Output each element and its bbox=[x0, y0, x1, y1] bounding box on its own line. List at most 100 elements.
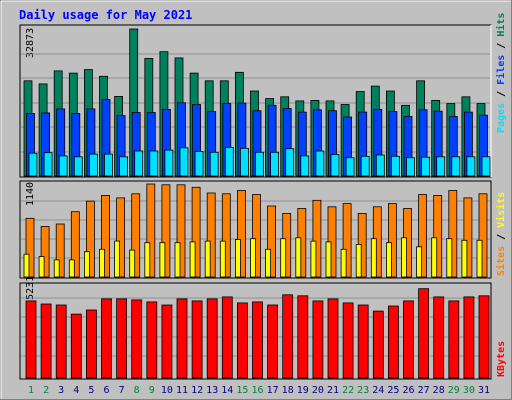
visits-bar bbox=[174, 242, 181, 278]
day-tick-label: 25 bbox=[387, 385, 399, 396]
pages-bar bbox=[375, 154, 385, 177]
legend-files: Files bbox=[495, 55, 507, 85]
sites-bar bbox=[70, 211, 80, 278]
visits-bar bbox=[446, 238, 453, 278]
pages-bar bbox=[255, 151, 264, 177]
sites-bar bbox=[161, 184, 171, 278]
kbytes-bar bbox=[191, 300, 203, 379]
pages-bar bbox=[43, 152, 53, 177]
day-tick-label: 14 bbox=[221, 385, 233, 396]
pages-bar bbox=[436, 156, 446, 177]
legend-bottom: KBytes bbox=[496, 341, 507, 377]
visits-bar bbox=[355, 243, 362, 278]
visits-bar bbox=[265, 248, 272, 278]
pages-bar bbox=[360, 155, 370, 177]
kbytes-bar bbox=[342, 302, 354, 379]
visits-bar bbox=[114, 240, 120, 278]
day-tick-label: 21 bbox=[327, 385, 339, 396]
visits-bar bbox=[68, 259, 75, 278]
day-tick-label: 29 bbox=[448, 385, 460, 396]
kbytes-bar bbox=[131, 299, 143, 379]
day-tick-label: 5 bbox=[88, 385, 94, 396]
day-tick-label: 3 bbox=[58, 385, 64, 396]
pages-bar bbox=[421, 156, 431, 177]
pages-bar bbox=[406, 157, 415, 177]
kbytes-bar bbox=[297, 295, 309, 379]
day-tick-label: 15 bbox=[236, 385, 248, 396]
day-tick-label: 30 bbox=[463, 385, 475, 396]
pages-bar bbox=[315, 150, 325, 177]
kbytes-bar bbox=[86, 309, 97, 379]
kbytes-bar bbox=[206, 298, 218, 379]
kbytes-bar bbox=[176, 298, 188, 379]
day-tick-label: 18 bbox=[282, 385, 294, 396]
sites-bar bbox=[267, 205, 277, 278]
visits-bar bbox=[84, 251, 90, 278]
visits-bar bbox=[53, 259, 60, 278]
kbytes-bar bbox=[40, 303, 52, 379]
kbytes-bar bbox=[312, 300, 324, 379]
legend-kbytes: KBytes bbox=[496, 341, 507, 377]
day-labels: 1 2 3 4 5 6 7 8 9 10 11 12 13 14 15 16 17 18 19 20 21 22 23 24 2… bbox=[28, 385, 490, 396]
kbytes-bar bbox=[252, 301, 263, 379]
sites-bar bbox=[478, 193, 488, 278]
pages-bar bbox=[104, 153, 113, 177]
sites-bar bbox=[252, 194, 261, 278]
legend-sep: / bbox=[496, 37, 507, 55]
kbytes-bar bbox=[25, 300, 37, 379]
kbytes-bar bbox=[463, 296, 475, 379]
pages-bar bbox=[330, 154, 340, 177]
kbytes-bar bbox=[418, 288, 430, 379]
day-tick-label: 31 bbox=[478, 385, 490, 396]
kbytes-bar bbox=[116, 298, 127, 379]
kbytes-bar bbox=[161, 304, 173, 379]
visits-bar bbox=[461, 239, 468, 278]
visits-bar bbox=[250, 238, 256, 278]
day-tick-label: 7 bbox=[119, 385, 125, 396]
day-tick-label: 9 bbox=[149, 385, 155, 396]
kbytes-bar bbox=[478, 295, 490, 379]
kbytes-bar bbox=[403, 300, 414, 379]
pages-bar bbox=[285, 148, 295, 177]
y-max-label-sites: 1140 bbox=[25, 182, 36, 206]
visits-bar bbox=[416, 246, 423, 278]
sites-bar bbox=[312, 199, 322, 278]
day-tick-label: 27 bbox=[418, 385, 430, 396]
sites-bar bbox=[387, 203, 397, 278]
day-tick-label: 26 bbox=[402, 385, 414, 396]
pages-bar bbox=[58, 155, 68, 177]
sites-bar bbox=[191, 186, 201, 278]
pages-bar bbox=[390, 155, 400, 177]
kbytes-bar bbox=[101, 298, 112, 379]
day-tick-label: 19 bbox=[297, 385, 309, 396]
sites-bar bbox=[433, 194, 443, 278]
kbytes-bar bbox=[267, 304, 279, 379]
kbytes-bar bbox=[448, 300, 460, 379]
day-tick-label: 13 bbox=[206, 385, 218, 396]
day-tick-label: 17 bbox=[267, 385, 279, 396]
y-max-label-hits: 32873 bbox=[25, 28, 36, 58]
kbytes-bar bbox=[55, 304, 67, 379]
sites-bar bbox=[131, 193, 141, 278]
pages-bar bbox=[209, 151, 219, 177]
day-tick-label: 12 bbox=[191, 385, 203, 396]
pages-bar bbox=[89, 153, 98, 177]
visits-bar bbox=[144, 242, 151, 278]
sites-bar bbox=[463, 197, 473, 278]
visits-bar bbox=[370, 238, 377, 278]
sites-bar bbox=[176, 184, 186, 278]
pages-bar bbox=[149, 150, 159, 177]
legend-visits: Visits bbox=[495, 192, 507, 228]
pages-bar bbox=[73, 156, 83, 177]
visits-bar bbox=[431, 237, 438, 278]
kbytes-bar bbox=[387, 305, 399, 379]
kbytes-bar bbox=[357, 304, 369, 379]
visits-bar bbox=[189, 241, 196, 278]
y-max-label-kbytes: 4535231 bbox=[25, 276, 36, 318]
pages-bar bbox=[239, 147, 249, 177]
sites-bar bbox=[342, 203, 352, 278]
sites-bar bbox=[146, 183, 156, 278]
legend-mid: Sites / Visits bbox=[495, 192, 507, 276]
sites-bar bbox=[236, 190, 246, 278]
